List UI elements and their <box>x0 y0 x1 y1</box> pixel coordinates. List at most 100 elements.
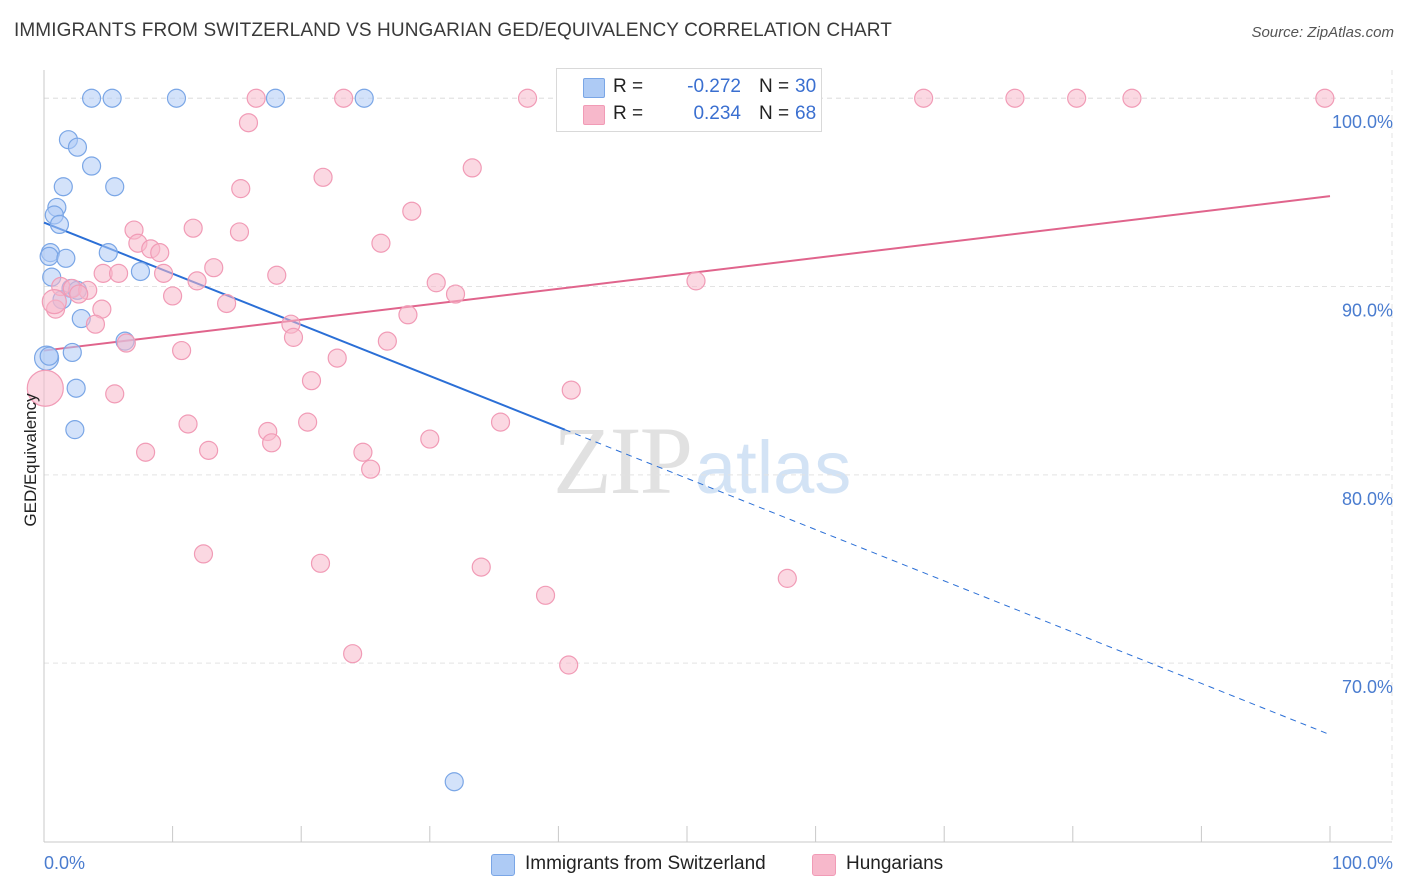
point-hungarians <box>246 88 266 108</box>
point-hungarians <box>26 369 64 407</box>
point-hungarians <box>229 222 250 242</box>
point-switzerland <box>49 214 70 234</box>
point-hungarians <box>445 284 466 304</box>
trend-line-switzerland <box>43 221 566 431</box>
y-tick-label: 90.0% <box>1342 301 1393 321</box>
point-hungarians <box>153 263 174 283</box>
point-hungarians <box>187 271 207 291</box>
point-switzerland <box>105 177 125 197</box>
point-hungarians <box>535 585 556 605</box>
point-switzerland <box>65 420 85 440</box>
point-hungarians <box>238 113 259 133</box>
point-hungarians <box>178 414 198 434</box>
point-hungarians <box>163 286 183 306</box>
point-hungarians <box>1315 88 1335 108</box>
axis-labels: 70.0% 80.0% 90.0% 100.0% 0.0% 100.0% GED/Equiv… <box>21 112 1393 873</box>
point-switzerland <box>81 156 102 176</box>
point-switzerland <box>39 246 59 267</box>
x-tick-label: 100.0% <box>1332 853 1393 873</box>
point-hungarians <box>353 442 373 462</box>
y-tick-label: 100.0% <box>1332 112 1393 132</box>
point-hungarians <box>559 655 579 675</box>
point-hungarians <box>193 544 214 564</box>
point-hungarians <box>334 88 354 108</box>
point-switzerland <box>56 248 76 268</box>
point-hungarians <box>420 429 440 449</box>
trend-lines <box>43 195 1331 736</box>
point-switzerland <box>130 261 151 282</box>
point-hungarians <box>561 380 581 400</box>
legend-r-value: -0.272 <box>687 76 741 97</box>
point-hungarians <box>361 459 381 479</box>
axes <box>43 70 1392 843</box>
chart-title: IMMIGRANTS FROM SWITZERLAND VS HUNGARIAN… <box>14 20 892 41</box>
point-hungarians <box>231 179 251 199</box>
point-hungarians <box>313 167 333 187</box>
point-switzerland <box>354 88 374 108</box>
point-hungarians <box>343 644 363 664</box>
point-hungarians <box>1122 88 1142 108</box>
source-label: Source: ZipAtlas.com <box>1251 24 1394 41</box>
point-hungarians <box>204 258 224 278</box>
legend-n-value: 68 <box>795 103 817 124</box>
point-hungarians <box>301 371 322 391</box>
y-axis-title: GED/Equivalency <box>21 393 40 527</box>
point-hungarians <box>298 412 318 432</box>
point-switzerland <box>81 88 102 108</box>
legend-r-label: R = <box>613 103 644 124</box>
point-switzerland <box>98 243 118 263</box>
legend-n-value: 30 <box>795 76 817 97</box>
point-hungarians <box>310 553 331 573</box>
stats-legend: R = -0.272 N = 30 R = 0.234 N = 68 <box>556 68 822 132</box>
legend-label-hungarians: Hungarians <box>846 853 944 874</box>
point-hungarians <box>402 201 422 221</box>
point-hungarians <box>462 158 482 178</box>
point-switzerland <box>39 346 59 366</box>
legend-swatch-switzerland <box>491 854 515 876</box>
point-hungarians <box>371 233 391 253</box>
gridlines <box>44 70 1393 842</box>
point-hungarians <box>686 271 706 291</box>
point-hungarians <box>517 88 538 108</box>
point-hungarians <box>183 218 203 238</box>
point-hungarians <box>150 243 170 263</box>
point-switzerland <box>53 177 73 197</box>
legend-label-switzerland: Immigrants from Switzerland <box>525 853 766 874</box>
legend-n-label: N = <box>759 76 790 97</box>
point-hungarians <box>327 348 347 368</box>
legend-swatch-switzerland <box>583 78 605 98</box>
point-hungarians <box>105 384 125 404</box>
point-hungarians <box>85 314 106 334</box>
point-hungarians <box>490 412 511 432</box>
trend-line-switzerland-extension <box>564 429 1331 736</box>
point-hungarians <box>1005 88 1025 108</box>
point-hungarians <box>262 433 282 453</box>
point-hungarians <box>172 340 192 361</box>
point-hungarians <box>69 284 89 304</box>
point-switzerland <box>166 88 187 108</box>
point-hungarians <box>471 557 491 577</box>
point-hungarians <box>377 331 397 351</box>
legend-swatch-hungarians <box>812 854 836 876</box>
legend-r-value: 0.234 <box>693 103 741 124</box>
point-hungarians <box>283 327 304 347</box>
point-hungarians <box>398 305 418 325</box>
point-switzerland <box>102 88 122 108</box>
legend-swatch-hungarians <box>583 105 605 125</box>
point-hungarians <box>914 88 934 108</box>
point-hungarians <box>116 333 136 353</box>
trend-line-hungarians <box>43 195 1331 352</box>
point-switzerland <box>67 137 88 157</box>
x-tick-label: 0.0% <box>44 853 85 873</box>
point-hungarians <box>41 289 67 315</box>
point-hungarians <box>108 263 129 283</box>
data-points <box>26 88 1335 792</box>
y-tick-label: 80.0% <box>1342 489 1393 509</box>
point-switzerland <box>62 342 82 363</box>
point-hungarians <box>135 442 156 462</box>
point-hungarians <box>426 273 446 293</box>
point-switzerland <box>66 378 86 398</box>
point-hungarians <box>267 265 287 285</box>
point-hungarians <box>1067 88 1087 108</box>
